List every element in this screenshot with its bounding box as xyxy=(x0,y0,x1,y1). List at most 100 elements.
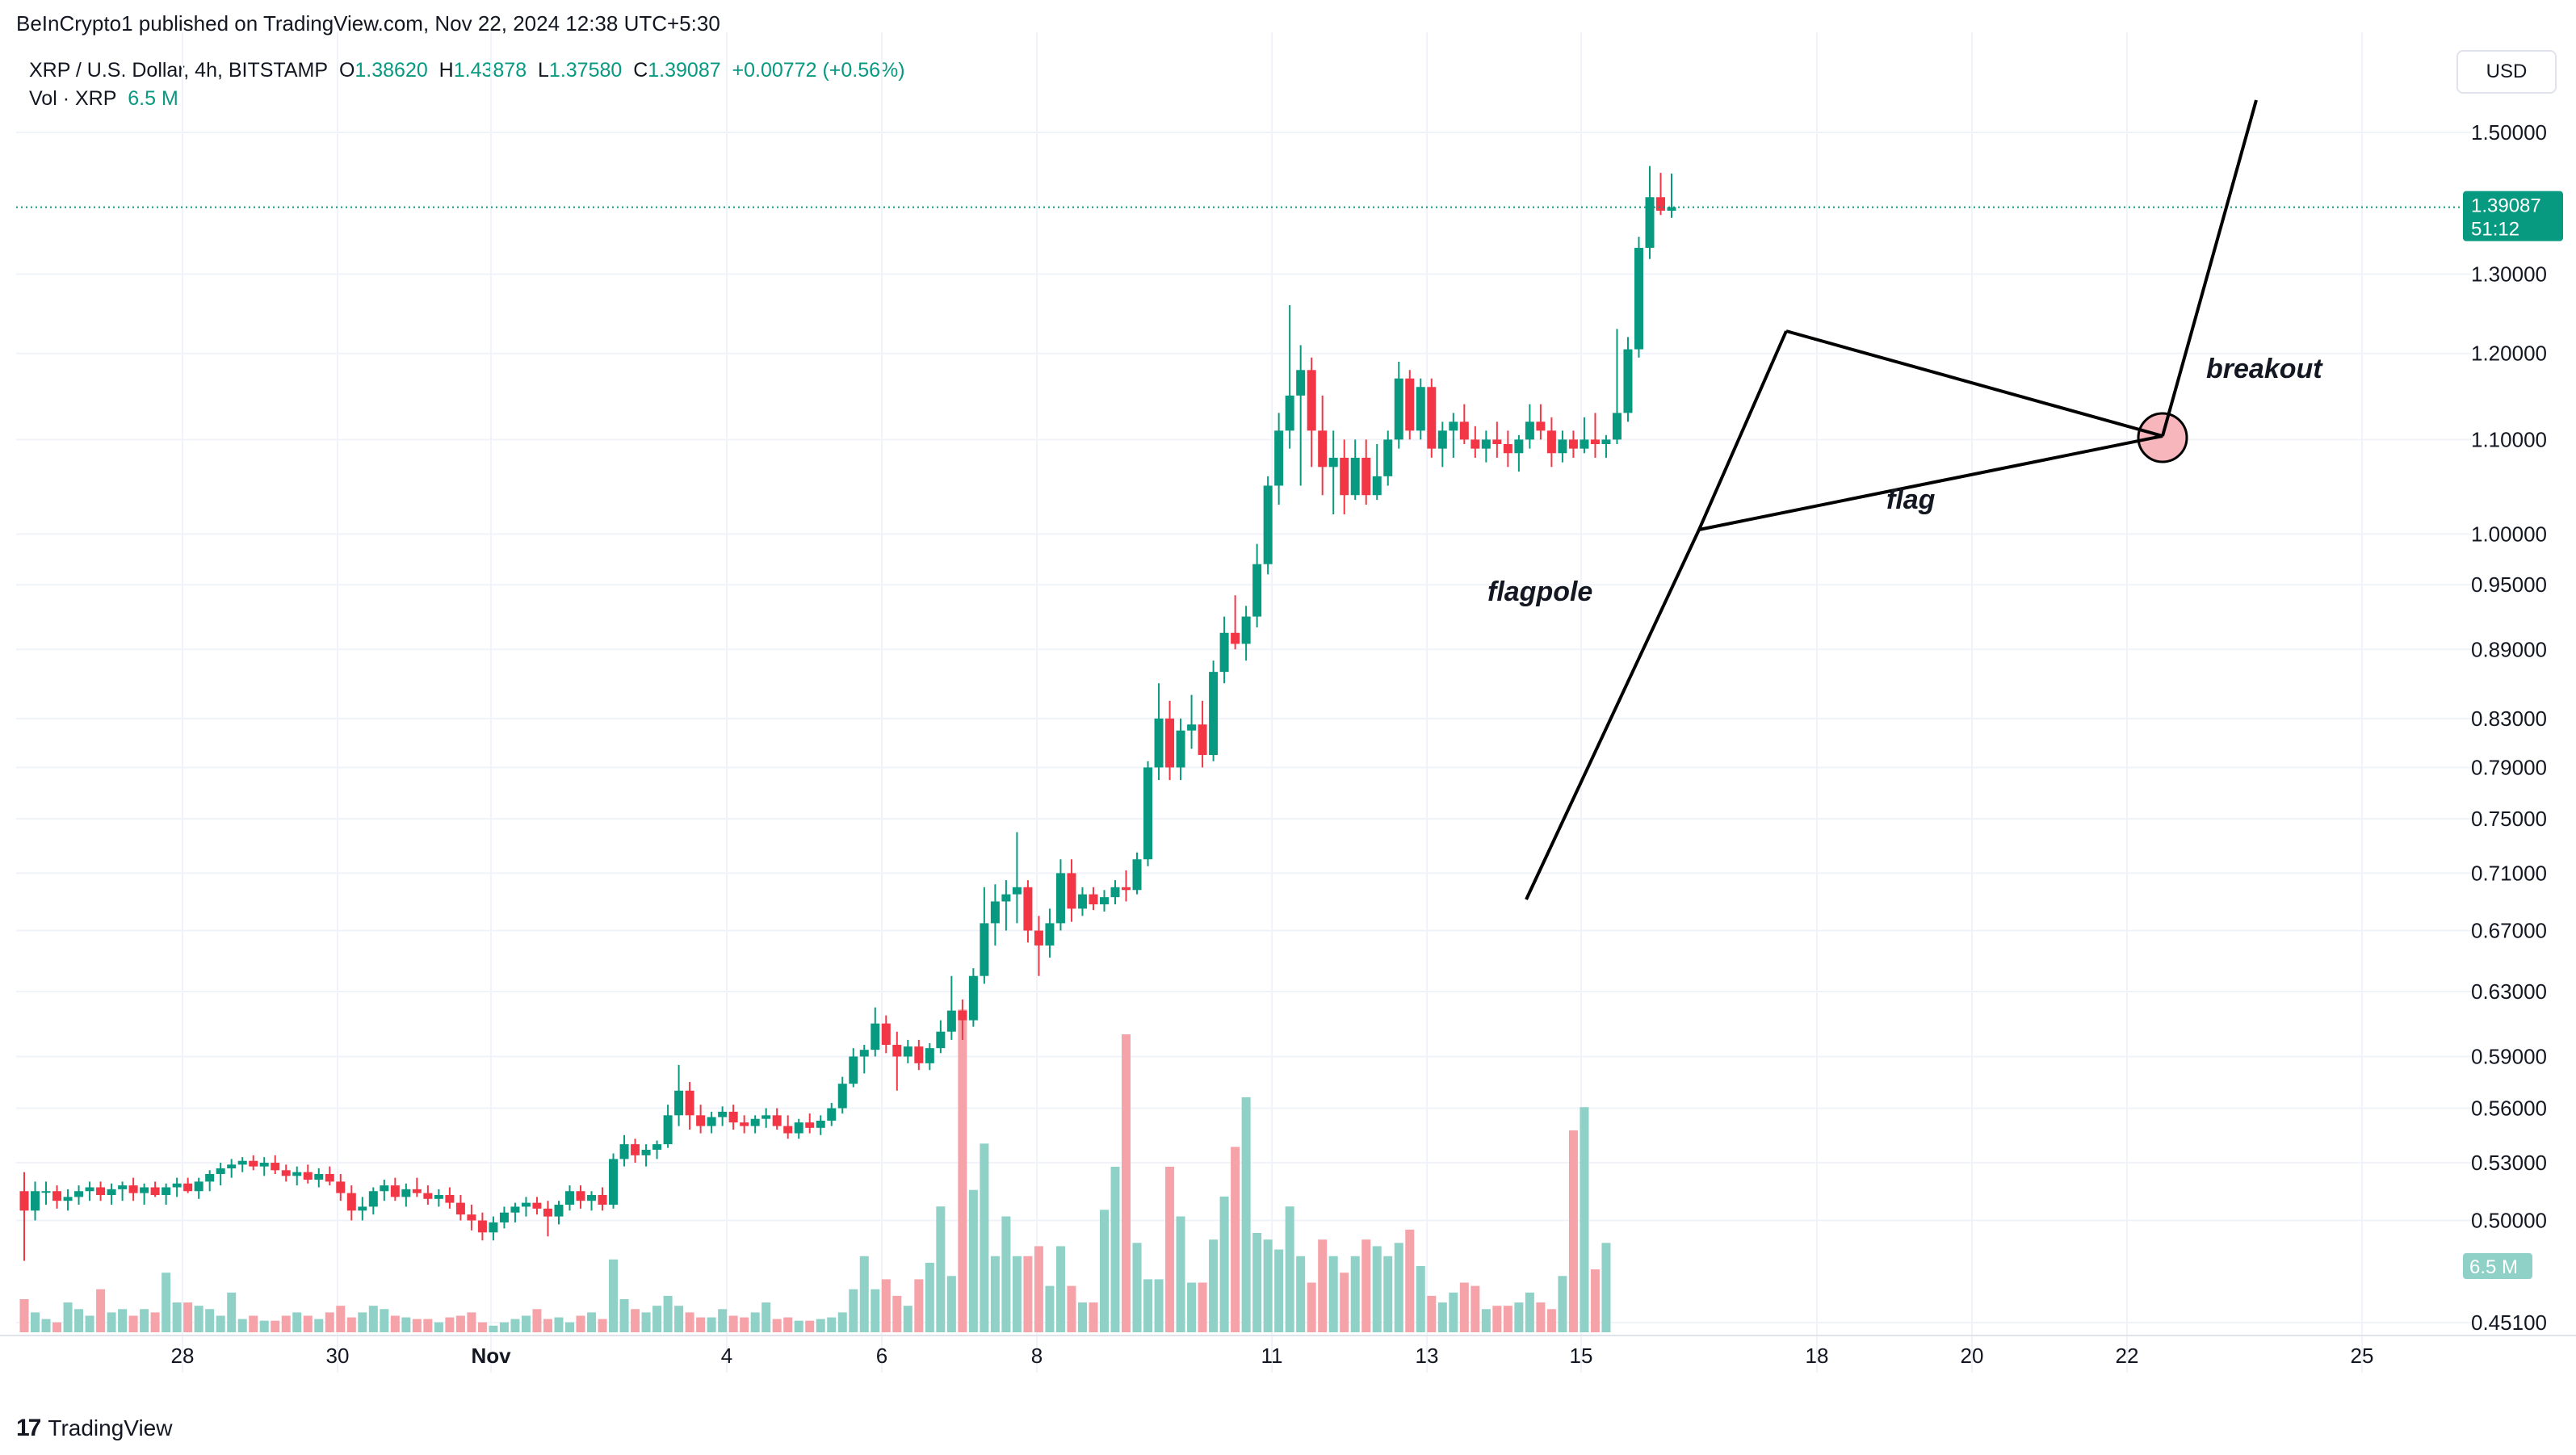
tradingview-logo[interactable]: 17 TradingView xyxy=(16,1415,172,1442)
y-tick-label: 1.00000 xyxy=(2471,522,2547,546)
volume-bar xyxy=(543,1319,552,1332)
volume-bar xyxy=(903,1306,913,1332)
candle-body xyxy=(881,1023,891,1046)
candle-body xyxy=(1198,724,1207,756)
candle-body xyxy=(783,1126,793,1134)
candle-body xyxy=(1067,873,1076,909)
candle-body xyxy=(1077,894,1087,909)
candle-body xyxy=(271,1163,280,1171)
volume-bar xyxy=(696,1317,706,1332)
candle-body xyxy=(249,1160,258,1167)
candle-body xyxy=(237,1160,247,1165)
candle-body xyxy=(380,1185,389,1192)
candle-body xyxy=(1241,616,1251,644)
volume-bar xyxy=(990,1256,1000,1332)
candle-body xyxy=(1034,930,1043,946)
volume-bar xyxy=(1536,1302,1546,1332)
volume-bar xyxy=(41,1319,51,1332)
volume-bar xyxy=(489,1325,498,1332)
candle-body xyxy=(1350,457,1360,496)
volume-bar xyxy=(423,1319,433,1332)
candle-body xyxy=(1459,421,1469,440)
candle-body xyxy=(140,1187,149,1193)
volume-bar xyxy=(1525,1292,1534,1332)
volume-label[interactable]: Vol · XRP xyxy=(29,87,117,110)
volume-bar xyxy=(128,1315,138,1332)
candle-body xyxy=(1263,485,1273,564)
volume-bar xyxy=(609,1259,619,1332)
candle-body xyxy=(1110,887,1120,898)
volume-bar xyxy=(1427,1295,1437,1332)
candle-body xyxy=(1209,672,1219,756)
candle-body xyxy=(958,1010,967,1021)
candle-body xyxy=(63,1197,73,1201)
volume-bar xyxy=(805,1320,815,1332)
candle-body xyxy=(1416,387,1425,431)
candle-body xyxy=(434,1195,443,1199)
candle-body xyxy=(412,1189,422,1193)
candle-body xyxy=(903,1046,913,1057)
candle-body xyxy=(1307,370,1316,431)
volume-bar xyxy=(194,1306,203,1332)
candle-body xyxy=(1001,894,1011,902)
volume-bar xyxy=(1110,1167,1120,1332)
volume-tag: 6.5 M xyxy=(2463,1253,2532,1279)
volume-bar xyxy=(1089,1302,1098,1332)
candle-body xyxy=(1274,430,1284,486)
volume-bar xyxy=(63,1302,73,1332)
x-tick-label: 20 xyxy=(1961,1344,1984,1368)
volume-bar xyxy=(467,1312,476,1332)
volume-bar xyxy=(390,1315,400,1332)
candle-body xyxy=(1601,439,1611,445)
volume-bar xyxy=(96,1289,106,1332)
candle-body xyxy=(1372,476,1382,496)
candle-body xyxy=(41,1191,51,1193)
candle-body xyxy=(565,1191,574,1206)
candle-body xyxy=(52,1191,62,1201)
volume-bar xyxy=(849,1289,858,1332)
candle-body xyxy=(1405,378,1415,431)
candle-body xyxy=(455,1202,465,1215)
price-axis[interactable]: 1.50000 1.30000 1.20000 1.10000 1.00000 0.950… xyxy=(2471,120,2547,1335)
volume-bar xyxy=(1449,1292,1458,1332)
breakout-line xyxy=(2161,99,2258,437)
candle-body xyxy=(1132,859,1142,891)
x-tick-label: 4 xyxy=(721,1344,732,1368)
y-tick-label: 0.71000 xyxy=(2471,861,2547,885)
candle-body xyxy=(1328,457,1338,468)
tradingview-mark-icon: 17 xyxy=(16,1415,41,1441)
volume-bar xyxy=(1012,1256,1022,1332)
volume-bar xyxy=(1568,1130,1578,1332)
volume-bar xyxy=(685,1312,694,1332)
volume-bar xyxy=(445,1317,455,1332)
volume-bar xyxy=(1241,1096,1251,1332)
volume-bar xyxy=(412,1319,422,1332)
candle-body xyxy=(1143,767,1153,860)
candle-body xyxy=(1503,444,1512,454)
volume-bar xyxy=(740,1317,749,1332)
volume-bar xyxy=(783,1317,793,1332)
candle-body xyxy=(772,1115,782,1126)
candle-body xyxy=(1045,923,1055,946)
symbol-label[interactable]: XRP / U.S. Dollar, 4h, BITSTAMP xyxy=(29,59,329,82)
currency-button[interactable]: USD xyxy=(2456,50,2557,94)
volume-bar xyxy=(499,1322,509,1332)
candle-body xyxy=(1187,724,1197,731)
volume-bar xyxy=(980,1143,989,1332)
candle-body xyxy=(794,1122,803,1134)
candle-body xyxy=(1340,457,1349,496)
volume-bar xyxy=(794,1320,803,1332)
candle-body xyxy=(740,1122,749,1126)
volume-bar xyxy=(1187,1282,1197,1332)
volume-bar xyxy=(1503,1306,1512,1332)
volume-bar xyxy=(510,1319,520,1332)
candle-body xyxy=(162,1187,171,1196)
volume-bar xyxy=(1296,1256,1306,1332)
candle-body xyxy=(31,1191,40,1211)
candle-body xyxy=(1656,197,1665,211)
candle-body xyxy=(521,1202,531,1207)
time-axis[interactable]: 28 30 Nov 4 6 8 11 13 15 18 20 22 25 xyxy=(171,1344,2374,1368)
volume-bar xyxy=(1405,1229,1415,1332)
volume-bar xyxy=(477,1322,487,1332)
